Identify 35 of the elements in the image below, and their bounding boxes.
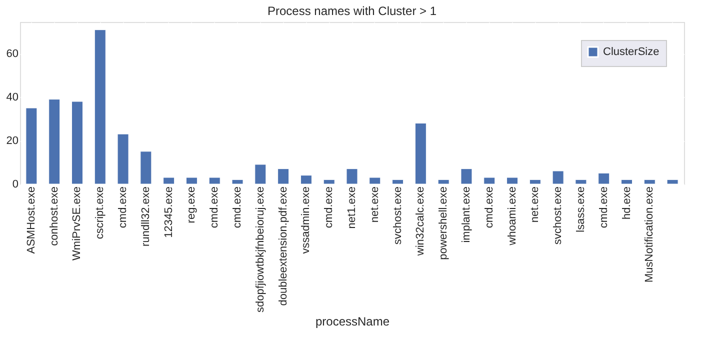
x-tick-label: ASMHost.exe: [25, 186, 38, 254]
chart-title: Process names with Cluster > 1: [267, 4, 437, 18]
x-tick-label: 12345.exe: [162, 186, 175, 238]
x-tick-label: vssadmin.exe: [300, 186, 312, 254]
x-tick-label: cmd.exe: [483, 186, 496, 228]
x-tick-label: rundll32.exe: [140, 186, 152, 246]
x-tick-label: reg.exe: [186, 186, 198, 224]
x-tick-label: doubleextension.pdf.exe: [277, 186, 290, 306]
x-tick-label: win32calc.exe: [414, 186, 427, 257]
x-tick-label: net.exe: [529, 186, 542, 223]
x-tick-label: cmd.exe: [208, 186, 221, 228]
x-tick-label: cmd.exe: [323, 186, 336, 228]
x-tick-label: MusNotification.exe: [644, 186, 656, 282]
x-tick-label: svchost.exe: [552, 186, 564, 245]
legend-label: ClusterSize: [603, 46, 660, 58]
x-tick-label: cmd.exe: [598, 186, 610, 228]
x-tick-label: cscript.exe: [94, 186, 106, 240]
x-tick-label: hd.exe: [620, 186, 633, 220]
x-tick-label: lsass.exe: [574, 186, 587, 232]
y-tick-label: 60: [6, 48, 18, 60]
x-tick-label: cmd.exe: [117, 186, 130, 228]
x-tick-label: sdopfjiowtbkjfnbeioruj.exe: [254, 186, 266, 312]
x-tick-label: powershell.exe: [438, 186, 450, 260]
x-axis-title: processName: [315, 314, 390, 328]
x-tick-label: net1.exe: [346, 186, 358, 229]
y-tick-label: 40: [6, 92, 18, 104]
x-tick-label: whoami.exe: [506, 186, 518, 246]
x-tick-label: net.exe: [368, 186, 381, 223]
y-tick-label: 20: [6, 135, 18, 148]
x-tick-label: svchost.exe: [392, 186, 404, 245]
x-tick-label: cmd.exe: [232, 186, 244, 228]
y-tick-label: 0: [12, 178, 18, 190]
x-tick-label: WmiPrvSE.exe: [71, 186, 84, 260]
x-tick-label: conhost.exe: [48, 186, 60, 246]
x-tick-label: implant.exe: [460, 186, 472, 243]
